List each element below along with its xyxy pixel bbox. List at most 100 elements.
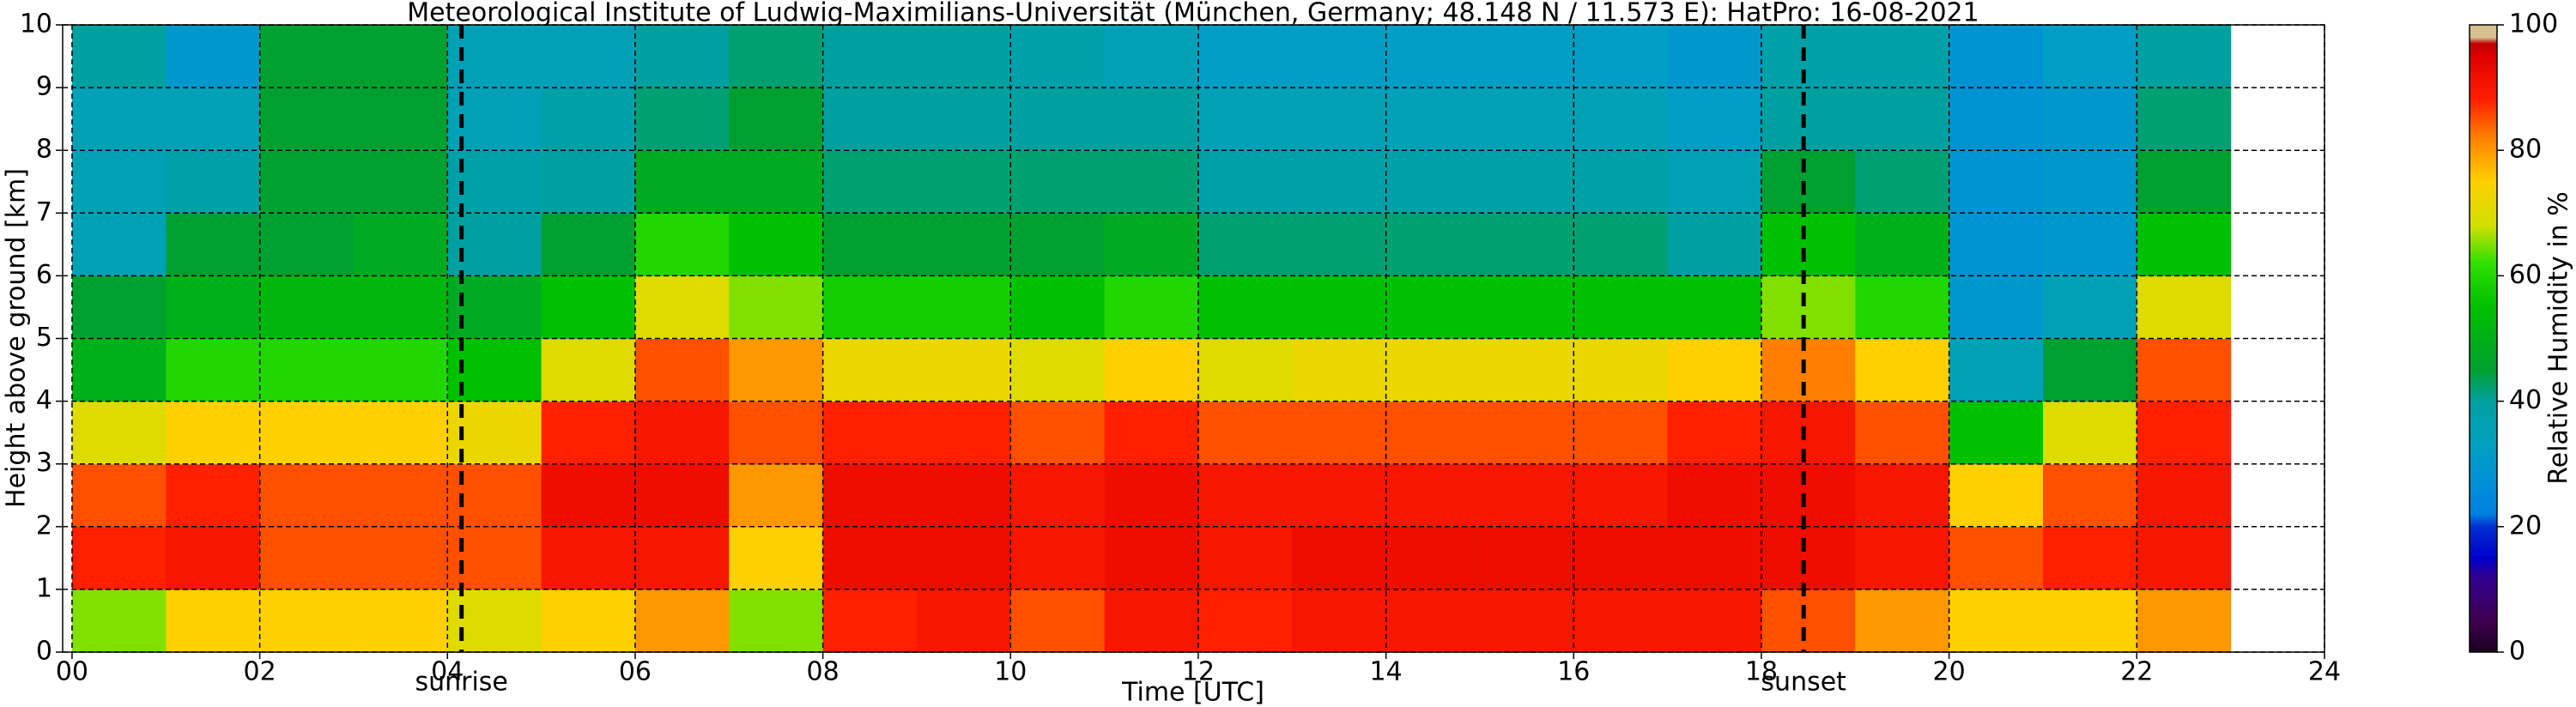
heatmap-cell	[259, 150, 355, 214]
heatmap-cell	[822, 463, 918, 528]
heatmap-cell	[634, 401, 730, 465]
heatmap-cell	[2137, 338, 2232, 402]
heatmap-cell	[1385, 401, 1481, 465]
heatmap-cell	[2137, 526, 2232, 590]
heatmap-cell	[1855, 589, 1950, 653]
heatmap-cell	[1949, 150, 2044, 214]
heatmap-cell	[353, 275, 448, 340]
heatmap-cell	[1104, 401, 1199, 465]
heatmap-cell	[729, 526, 824, 590]
heatmap-cell	[1010, 275, 1106, 340]
heatmap-cell	[71, 589, 167, 653]
heatmap-cell	[1761, 88, 1856, 151]
heatmap-cell	[541, 338, 636, 402]
heatmap-cell	[1197, 275, 1293, 340]
heatmap-cell	[2042, 88, 2137, 151]
heatmap-cell	[1667, 401, 1762, 465]
heatmap-cell	[1761, 338, 1856, 402]
heatmap-cell	[1761, 463, 1856, 528]
heatmap-cell	[1385, 150, 1481, 214]
heatmap-cell	[1385, 275, 1481, 340]
heatmap-cell	[447, 275, 542, 340]
heatmap-cell	[1010, 463, 1106, 528]
heatmap-cell	[1104, 463, 1199, 528]
heatmap-cell	[1573, 275, 1669, 340]
heatmap-cell	[634, 463, 730, 528]
x-tick-label: 08	[807, 657, 839, 687]
chart-title: Meteorological Institute of Ludwig-Maxim…	[407, 0, 1979, 28]
heatmap-cell	[1949, 213, 2044, 276]
heatmap-cell	[166, 463, 261, 528]
heatmap-cell	[1197, 150, 1293, 214]
x-tick-label: 24	[2308, 657, 2341, 687]
x-tick-label: 10	[994, 657, 1027, 687]
heatmap-cell	[166, 338, 261, 402]
heatmap-cell	[634, 25, 730, 88]
heatmap-cell	[447, 213, 542, 276]
heatmap-cell	[2137, 589, 2232, 653]
heatmap-cell	[1761, 275, 1856, 340]
heatmap-cell	[2042, 25, 2137, 88]
heatmap-cell	[1573, 401, 1669, 465]
heatmap-cell	[729, 589, 824, 653]
colorbar-tick-label: 40	[2509, 385, 2542, 415]
heatmap-cell	[1104, 88, 1199, 151]
heatmap-cell	[729, 150, 824, 214]
heatmap-cell	[1949, 589, 2044, 653]
heatmap-cell	[1855, 88, 1950, 151]
heatmap-cell	[353, 213, 448, 276]
heatmap-cell	[1761, 25, 1856, 88]
heatmap-cell	[541, 88, 636, 151]
colorbar-tick-label: 100	[2509, 9, 2558, 39]
y-tick-label: 6	[36, 260, 52, 290]
heatmap-cell	[1667, 88, 1762, 151]
heatmap-cell	[353, 526, 448, 590]
heatmap-cell	[1197, 401, 1293, 465]
heatmap-cell	[71, 213, 167, 276]
heatmap-cell	[634, 589, 730, 653]
heatmap-cell	[916, 338, 1011, 402]
heatmap-cell	[1010, 88, 1106, 151]
heatmap-cell	[541, 589, 636, 653]
heatmap-cell	[916, 589, 1011, 653]
heatmap-cell	[541, 25, 636, 88]
heatmap-cell	[2042, 213, 2137, 276]
x-axis-label: Time [UTC]	[1121, 678, 1264, 707]
heatmap-cell	[916, 275, 1011, 340]
heatmap-cell	[1573, 25, 1669, 88]
heatmap-cell	[166, 526, 261, 590]
heatmap-cell	[1292, 150, 1387, 214]
heatmap-cell	[71, 463, 167, 528]
heatmap-cell	[1667, 589, 1762, 653]
x-tick-label: 02	[244, 657, 276, 687]
heatmap-cell	[1104, 25, 1199, 88]
heatmap-cell	[1855, 463, 1950, 528]
heatmap-cell	[1667, 526, 1762, 590]
heatmap-cell	[1010, 213, 1106, 276]
heatmap-cell	[729, 275, 824, 340]
heatmap-cell	[1667, 338, 1762, 402]
heatmap-cell	[71, 338, 167, 402]
heatmap-cell	[353, 88, 448, 151]
y-tick-label: 10	[20, 9, 52, 39]
plot-frame	[62, 24, 2325, 653]
heatmap-cell	[1573, 463, 1669, 528]
heatmap-cell	[634, 338, 730, 402]
heatmap-cell	[2137, 401, 2232, 465]
heatmap-cell	[1292, 401, 1387, 465]
heatmap-cell	[1573, 526, 1669, 590]
colorbar-tick-label: 60	[2509, 260, 2542, 290]
heatmap-cell	[541, 213, 636, 276]
x-tick-label: 06	[619, 657, 652, 687]
heatmap-cell	[1292, 589, 1387, 653]
heatmap-cell	[259, 25, 355, 88]
heatmap-cell	[1010, 338, 1106, 402]
heatmap-cell	[541, 401, 636, 465]
y-tick-label: 7	[36, 197, 52, 227]
heatmap-cell	[1010, 150, 1106, 214]
y-tick-label: 3	[36, 448, 52, 478]
heatmap-cell	[634, 150, 730, 214]
heatmap-cell	[2042, 526, 2137, 590]
heatmap-cell	[1385, 338, 1481, 402]
x-tick-label: 18	[1745, 657, 1778, 687]
